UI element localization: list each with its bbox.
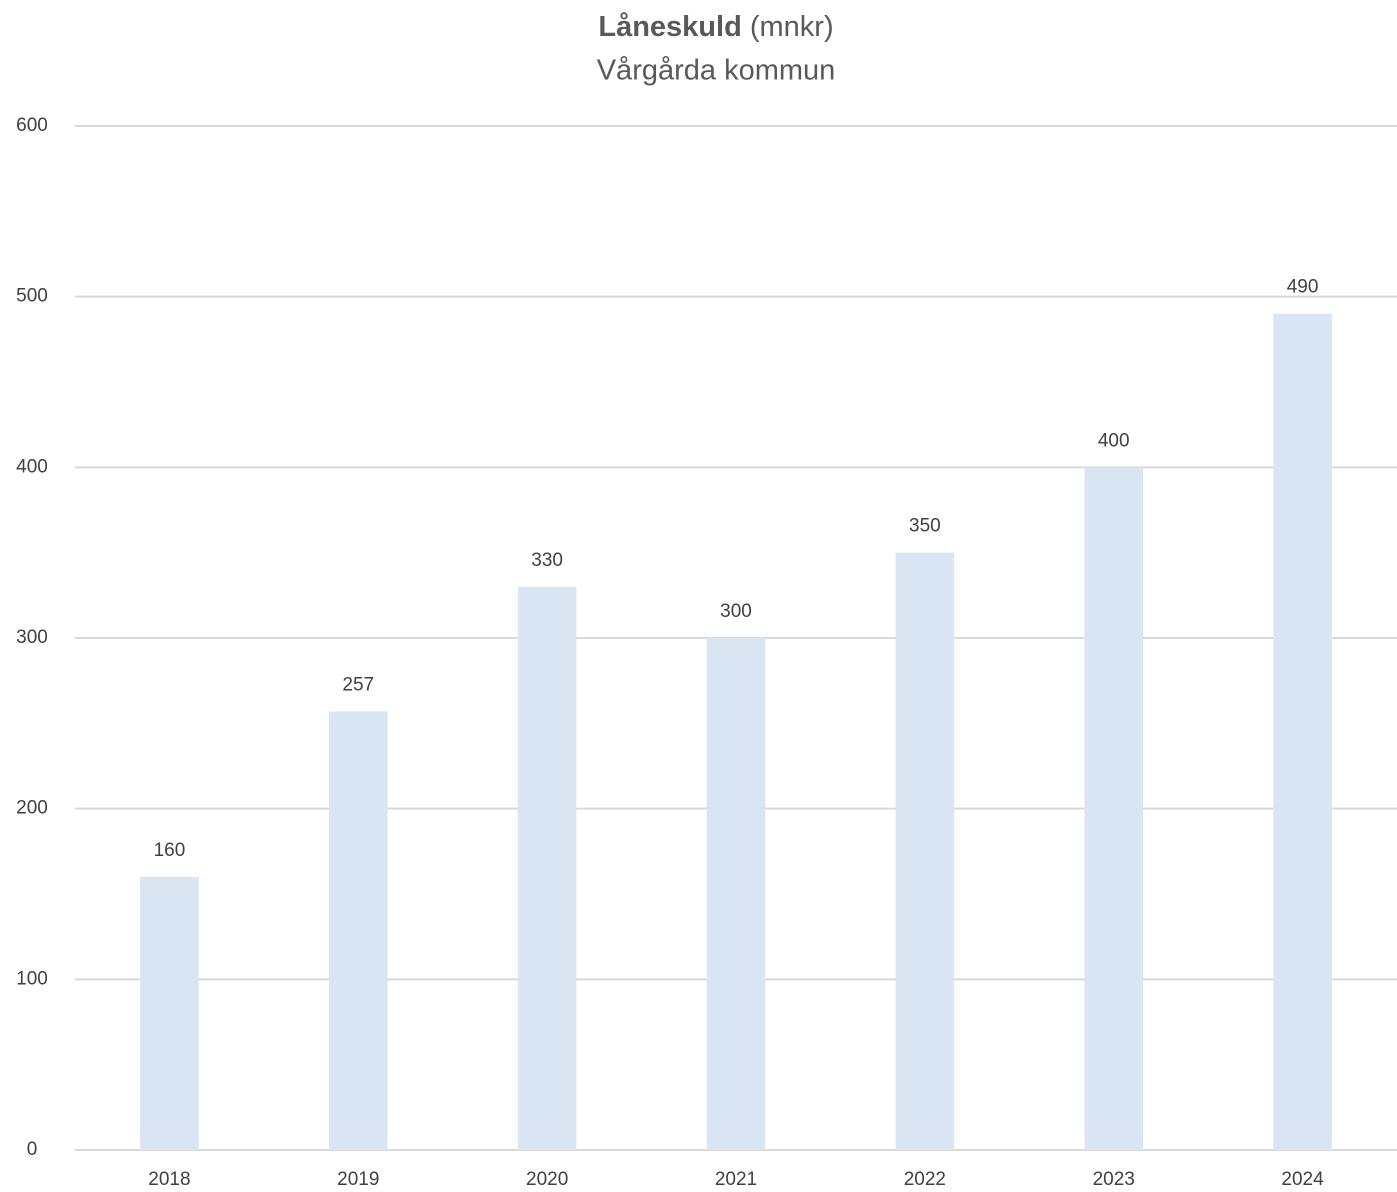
chart-title: Låneskuld [598,11,741,43]
y-tick-label: 600 [16,115,48,136]
bar [517,586,577,1150]
data-label: 330 [531,550,563,571]
y-tick-label: 400 [16,456,48,477]
x-tick-label: 2023 [1093,1169,1135,1190]
bar [1273,313,1332,1150]
data-label: 350 [909,516,941,537]
y-tick-label: 300 [16,627,48,648]
data-label: 490 [1287,277,1319,298]
bar [706,638,766,1150]
y-tick-label: 200 [16,798,48,819]
x-tick-label: 2024 [1281,1169,1324,1190]
chart-title-line: Låneskuld (mnkr) [598,11,833,43]
y-tick-label: 500 [16,286,48,307]
bar [895,552,955,1150]
x-tick-label: 2022 [904,1169,946,1190]
data-label: 400 [1098,430,1130,451]
data-label: 257 [342,674,374,695]
data-label: 160 [154,840,186,861]
chart-title-unit: (mnkr) [750,11,834,43]
bar [1084,467,1143,1150]
x-tick-label: 2019 [337,1169,379,1190]
x-tick-label: 2020 [526,1169,568,1190]
bar [140,876,199,1150]
x-tick-label: 2021 [715,1169,757,1190]
data-label: 300 [720,601,752,622]
x-tick-label: 2018 [148,1169,190,1190]
y-tick-label: 100 [16,968,48,989]
chart-subtitle: Vårgårda kommun [597,55,836,87]
y-tick-label: 0 [27,1139,38,1160]
bar [329,711,388,1150]
